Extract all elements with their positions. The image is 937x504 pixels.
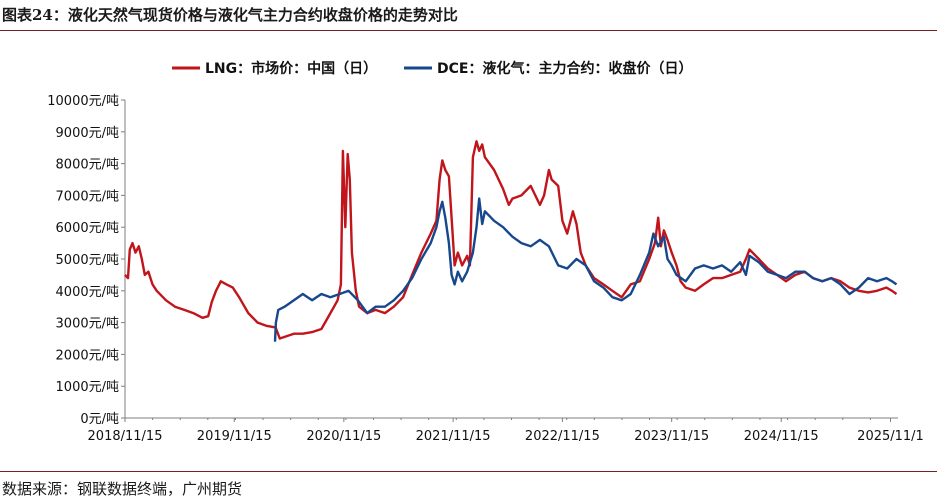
legend-label-lng: LNG：市场价：中国（日）	[205, 60, 377, 77]
y-tick-label: 3000元/吨	[56, 317, 119, 332]
line-chart: LNG：市场价：中国（日） DCE：液化气：主力合约：收盘价（日） 0元/吨 100…	[47, 60, 924, 444]
x-tick-label: 2023/11/15	[634, 429, 709, 444]
legend-label-dce: DCE：液化气：主力合约：收盘价（日）	[437, 60, 692, 77]
x-tick-label: 2021/11/15	[416, 429, 491, 444]
x-tick-label: 2025/11/1	[857, 429, 924, 444]
x-tick-label: 2018/11/15	[88, 429, 163, 444]
plot-area	[124, 140, 898, 342]
series-line-dce	[273, 197, 898, 342]
page-title: 图表24：液化天然气现货价格与液化气主力合约收盘价格的走势对比	[2, 6, 458, 24]
y-tick-label: 5000元/吨	[56, 253, 119, 268]
x-tick-label: 2024/11/15	[744, 429, 819, 444]
x-tick-label: 2019/11/15	[197, 429, 272, 444]
legend: LNG：市场价：中国（日） DCE：液化气：主力合约：收盘价（日）	[172, 60, 692, 77]
y-tick-label: 0元/吨	[80, 412, 119, 427]
y-tick-label: 4000元/吨	[56, 285, 119, 300]
series-line-lng	[124, 140, 898, 340]
y-tick-label: 10000元/吨	[47, 94, 119, 109]
y-tick-label: 2000元/吨	[56, 348, 119, 363]
y-tick-label: 8000元/吨	[56, 158, 119, 173]
title-divider	[0, 30, 937, 31]
y-tick-label: 9000元/吨	[56, 126, 119, 141]
y-tick-label: 1000元/吨	[56, 380, 119, 395]
x-axis: 2018/11/15 2019/11/15 2020/11/15 2021/11/15…	[88, 417, 924, 444]
source-divider	[0, 471, 937, 472]
source-note: 数据来源：钢联数据终端，广州期货	[2, 480, 243, 498]
x-tick-label: 2020/11/15	[306, 429, 381, 444]
x-tick-label: 2022/11/15	[525, 429, 600, 444]
y-axis: 0元/吨 1000元/吨 2000元/吨 3000元/吨 4000元/吨 5000元/吨 6…	[47, 94, 126, 427]
y-tick-label: 7000元/吨	[56, 189, 119, 204]
y-tick-label: 6000元/吨	[56, 221, 119, 236]
